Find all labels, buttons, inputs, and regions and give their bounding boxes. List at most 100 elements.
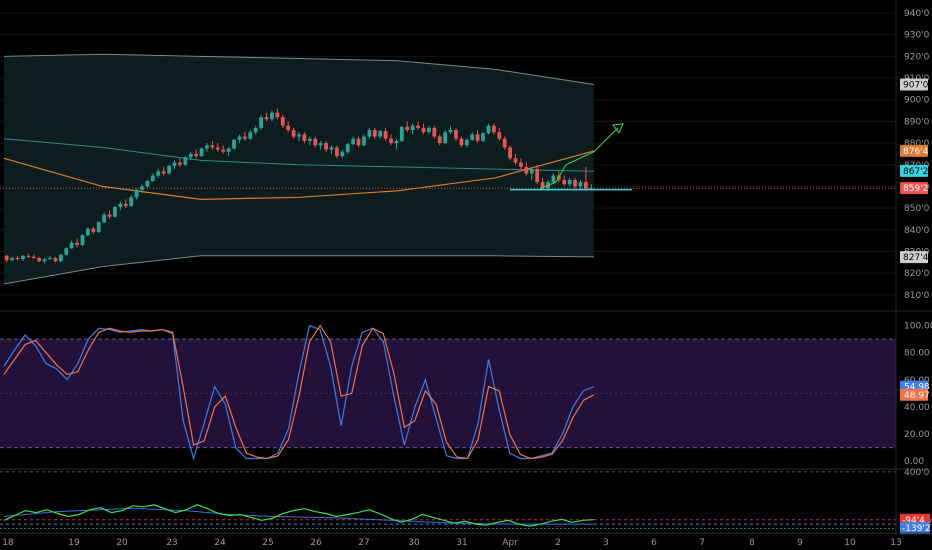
candle-body: [529, 169, 534, 174]
basis-line: [3, 138, 595, 172]
stochastic-rsi-pane[interactable]: [0, 324, 896, 461]
price-tag-label: 859'2: [903, 184, 928, 194]
candle-body: [199, 148, 204, 157]
price-tag: [900, 251, 928, 264]
upper-band-line: [3, 53, 595, 85]
time-tick-label: 8: [749, 538, 755, 548]
candle-body: [481, 133, 485, 141]
candle-body: [275, 112, 280, 118]
candle-body: [535, 169, 540, 183]
candle-body: [524, 166, 529, 174]
candle-body: [562, 179, 567, 185]
candle-body: [86, 228, 90, 236]
candle-body: [475, 134, 480, 141]
candle-body: [188, 153, 193, 158]
price-tick-label: 820'0: [904, 269, 930, 279]
candle-body: [470, 134, 475, 140]
candle-body: [215, 147, 220, 150]
stoch-tick-label: 20.00: [904, 430, 930, 440]
price-tag: [900, 182, 928, 195]
price-pane[interactable]: [0, 12, 896, 296]
candle-body: [10, 257, 15, 261]
candle-body: [226, 148, 231, 152]
candle-body: [573, 179, 577, 187]
momentum-signal-line: [3, 507, 594, 525]
price-tick-label: 920'0: [904, 52, 930, 62]
stoch-d-line: [3, 324, 595, 460]
candle-body: [102, 214, 107, 223]
momentum-axis[interactable]: 400'0-139'2-94'4-139'2: [900, 468, 932, 535]
candle-body: [140, 186, 144, 190]
candle-body: [194, 153, 199, 157]
candle-body: [178, 162, 182, 165]
stoch-tick-label: 80.00: [904, 349, 930, 359]
momentum-tag-label: -139'2: [902, 524, 931, 534]
time-tick-label: 2: [555, 538, 561, 548]
candle-body: [448, 130, 453, 133]
candle-body: [540, 182, 545, 189]
candle-body: [497, 132, 502, 139]
candle-body: [351, 138, 356, 145]
candle-body: [237, 136, 242, 140]
candle-body: [372, 130, 377, 137]
time-tick-label: 23: [166, 538, 177, 548]
price-tag-label: 907'0: [903, 81, 929, 91]
candle-body: [432, 127, 437, 137]
candle-body: [221, 149, 226, 152]
candle-body: [167, 165, 171, 174]
stoch-tick-label: 40.00: [904, 403, 930, 413]
candle-body: [405, 126, 410, 131]
candle-body: [567, 179, 572, 185]
price-tick-label: 850'0: [904, 204, 930, 214]
candle-body: [464, 139, 469, 146]
momentum-levels: [0, 471, 896, 530]
time-axis[interactable]: 18 19 20 23 24 25 26 27 30 31 Apr 2 3 6 7 8 9 10 13: [0, 532, 932, 548]
price-tag-label: 867'2: [903, 167, 928, 177]
candle-body: [37, 257, 42, 262]
candle-body: [329, 147, 334, 150]
candle-body: [91, 228, 96, 232]
time-tick-label: 25: [262, 538, 273, 548]
candle-body: [26, 255, 31, 257]
candle-body: [362, 136, 366, 146]
candle-body: [589, 188, 594, 190]
momentum-tag: [900, 522, 930, 535]
candle-body: [253, 127, 258, 133]
candle-body: [459, 138, 464, 146]
price-tick-label: 900'0: [904, 96, 930, 106]
time-tick-label: 20: [116, 538, 128, 548]
candle-body: [58, 254, 63, 262]
price-tick-label: 810'0: [904, 291, 930, 301]
candle-body: [513, 158, 518, 163]
candle-body: [15, 257, 20, 260]
bollinger-band-fill: [4, 54, 594, 285]
price-axis[interactable]: 940'0930'0920'0910'0900'0890'0880'0870'0…: [895, 0, 930, 535]
time-tick-label: 18: [2, 538, 14, 548]
time-tick-label: 6: [651, 538, 657, 548]
candles: [4, 108, 594, 264]
candle-body: [232, 139, 236, 149]
candle-body: [291, 130, 296, 137]
candle-body: [264, 117, 269, 120]
candle-body: [286, 125, 291, 131]
candle-body: [443, 132, 448, 144]
price-tag: [900, 164, 928, 177]
time-tick-label: 7: [699, 538, 705, 548]
candle-body: [21, 255, 25, 260]
candle-body: [156, 171, 161, 176]
momentum-pane[interactable]: [0, 471, 896, 530]
candle-body: [383, 131, 388, 139]
candle-body: [491, 125, 496, 133]
candle-body: [394, 140, 399, 144]
candle-body: [118, 203, 123, 208]
candle-body: [123, 203, 128, 206]
time-tick-label: 24: [214, 538, 226, 548]
time-tick-label: 26: [310, 538, 322, 548]
candle-body: [578, 182, 583, 187]
candle-body: [502, 138, 507, 148]
candle-body: [53, 257, 58, 262]
candle-body: [270, 112, 274, 120]
projection-arrow-path[interactable]: [539, 127, 619, 190]
